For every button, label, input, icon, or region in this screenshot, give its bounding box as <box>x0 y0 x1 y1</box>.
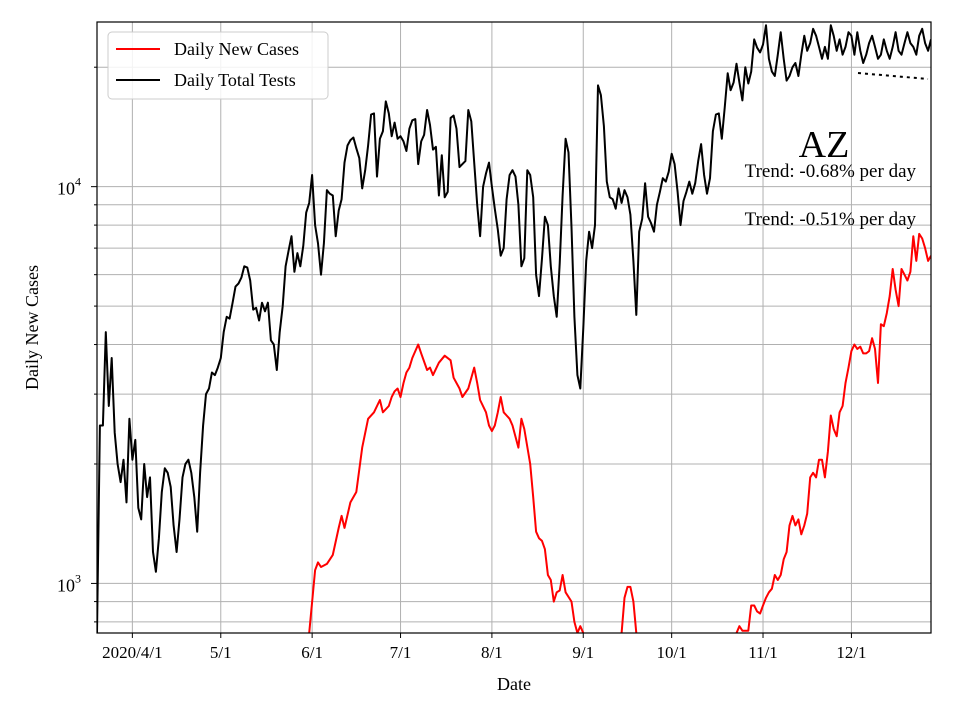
series-line-daily-new-cases <box>735 232 931 633</box>
series-line-daily-new-cases <box>308 343 585 633</box>
x-tick-label: 6/1 <box>301 643 323 662</box>
legend-label: Daily Total Tests <box>174 70 296 90</box>
x-tick-label: 12/1 <box>836 643 866 662</box>
series-line-daily-total-tests <box>97 24 931 633</box>
y-axis-label: Daily New Cases <box>22 265 42 390</box>
legend-box <box>107 31 329 100</box>
trend-annotation-tests: Trend: -0.51% per day <box>745 209 917 230</box>
legend: Daily New Cases Daily Total Tests <box>107 31 329 100</box>
chart-title: AZ <box>799 124 850 166</box>
x-tick-label: 8/1 <box>481 643 503 662</box>
series-line-daily-new-cases <box>620 585 638 633</box>
x-tick-label: 11/1 <box>748 643 778 662</box>
annotations: Trend: -0.68% per day Trend: -0.51% per d… <box>745 161 917 230</box>
x-tick-label: 9/1 <box>572 643 594 662</box>
x-tick-label: 7/1 <box>390 643 412 662</box>
x-tick-label: 5/1 <box>210 643 232 662</box>
x-tick-label: 10/1 <box>657 643 687 662</box>
trend-line-tests <box>857 72 929 80</box>
x-tick-label: 2020/4/1 <box>102 643 162 662</box>
plot-area-frame <box>96 21 932 634</box>
trend-annotation-cases: Trend: -0.68% per day <box>745 161 917 182</box>
series-group <box>97 24 931 633</box>
x-axis-label: Date <box>497 674 531 694</box>
legend-label: Daily New Cases <box>174 39 299 59</box>
